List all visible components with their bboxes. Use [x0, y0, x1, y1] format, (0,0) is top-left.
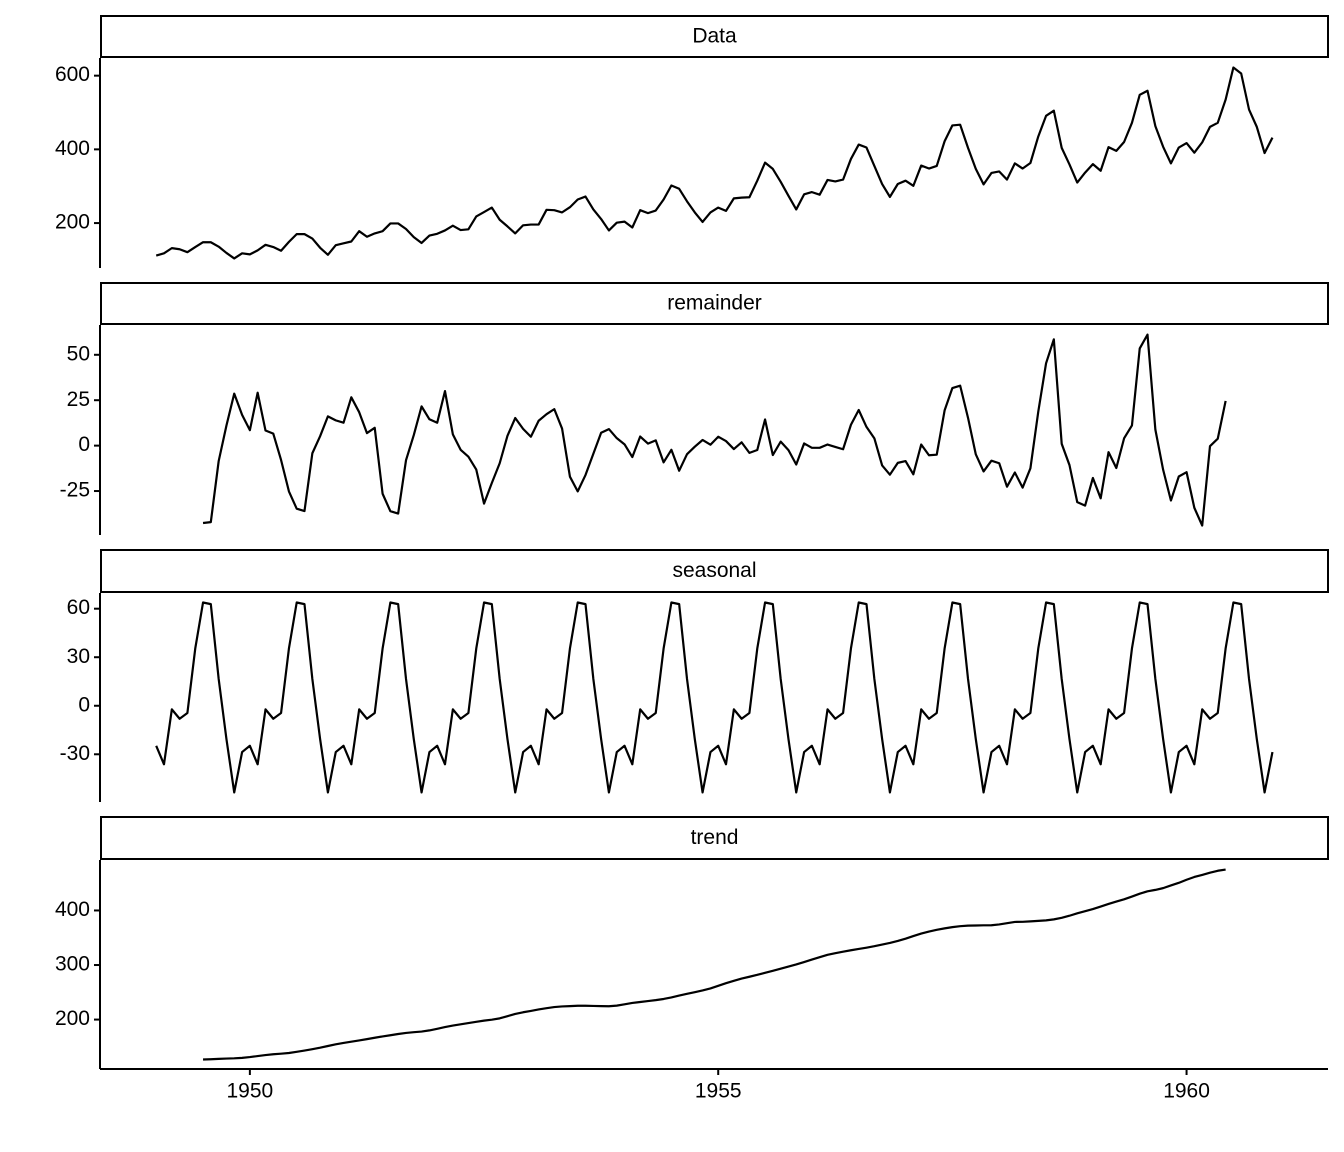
y-tick-label: 200: [55, 1007, 90, 1030]
series-line: [203, 868, 1226, 1061]
x-tick-label: 1950: [227, 1080, 274, 1103]
x-tick-label: 1960: [1163, 1080, 1210, 1103]
strip: [100, 816, 1329, 860]
y-tick-label: 300: [55, 953, 90, 976]
y-tick-label: -25: [60, 479, 90, 502]
strip-title: seasonal: [672, 559, 756, 582]
y-tick-label: 30: [67, 645, 90, 668]
y-tick-label: 25: [67, 388, 90, 411]
x-tick-label: 1955: [695, 1080, 742, 1103]
strip-title: trend: [691, 826, 739, 849]
strip: [100, 549, 1329, 593]
series-line: [202, 333, 1227, 527]
y-tick-label: 400: [55, 898, 90, 921]
y-tick-label: 0: [78, 433, 90, 456]
series-line: [155, 601, 1274, 794]
y-tick-label: -30: [60, 742, 90, 765]
y-tick-label: 50: [67, 342, 90, 365]
strip: [100, 282, 1329, 325]
y-tick-label: 60: [67, 596, 90, 619]
strip-title: remainder: [667, 292, 762, 315]
y-tick-label: 400: [55, 137, 90, 160]
y-tick-label: 0: [78, 693, 90, 716]
series-line: [155, 66, 1274, 260]
strip-title: Data: [692, 25, 737, 48]
strip: [100, 15, 1329, 58]
y-tick-label: 600: [55, 63, 90, 86]
y-tick-label: 200: [55, 211, 90, 234]
